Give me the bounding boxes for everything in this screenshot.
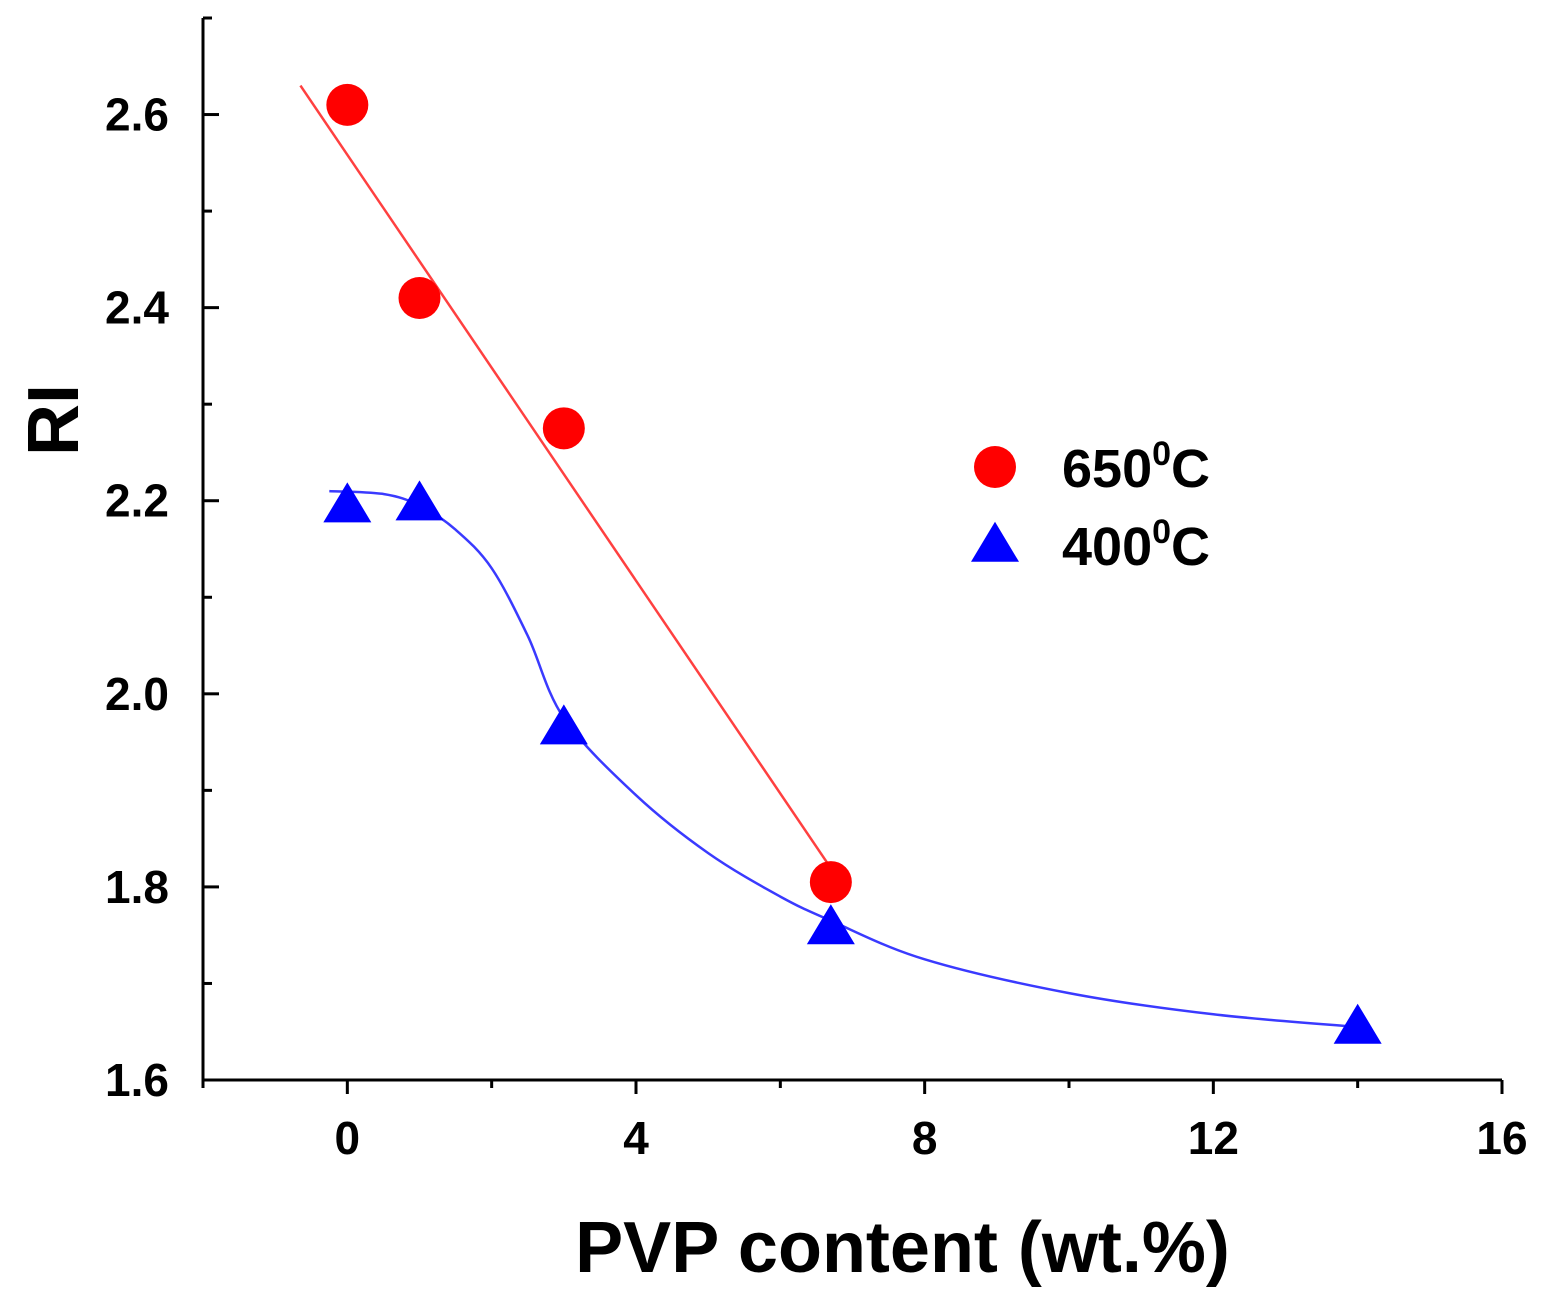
data-point-circle <box>398 276 441 319</box>
x-tick-label: 0 <box>335 1112 361 1164</box>
legend-label: 6500C <box>1062 435 1210 499</box>
data-point-circle <box>326 83 369 126</box>
y-tick-label: 1.8 <box>105 861 169 913</box>
y-tick-label: 2.0 <box>105 668 169 720</box>
x-axis-ticks: 0 4 8 12 16 <box>201 1080 1528 1164</box>
fit-line-circle <box>299 84 829 864</box>
legend-label: 4000C <box>1062 513 1210 577</box>
y-tick-label: 2.4 <box>105 282 169 334</box>
x-tick-label: 12 <box>1188 1112 1239 1164</box>
y-tick-label: 2.2 <box>105 475 169 527</box>
y-tick-label: 1.6 <box>105 1054 169 1106</box>
x-tick-label: 4 <box>623 1112 649 1164</box>
data-markers <box>323 83 1382 1044</box>
fit-lines <box>299 84 1358 1029</box>
axes: 1.6 1.8 2.0 2.2 2.4 2.6 0 4 8 12 16 <box>105 16 1528 1164</box>
data-point-triangle <box>323 482 372 523</box>
x-tick-label: 16 <box>1476 1112 1527 1164</box>
data-point-circle <box>542 407 585 450</box>
y-axis-ticks: 1.6 1.8 2.0 2.2 2.4 2.6 <box>105 16 219 1106</box>
data-point-triangle <box>806 904 855 945</box>
legend-marker-triangle <box>971 521 1019 562</box>
data-point-triangle <box>1333 1003 1382 1044</box>
y-tick-label: 2.6 <box>105 89 169 141</box>
data-point-circle <box>809 861 852 904</box>
data-point-triangle <box>539 704 588 745</box>
x-axis-title: PVP content (wt.%) <box>575 1208 1230 1288</box>
data-point-triangle <box>395 480 444 521</box>
legend-marker-circle <box>974 446 1016 488</box>
x-tick-label: 8 <box>912 1112 938 1164</box>
legend: 6500C 4000C <box>971 435 1210 577</box>
fit-line-triangle <box>329 489 1358 1029</box>
y-axis-title: RI <box>14 384 94 456</box>
